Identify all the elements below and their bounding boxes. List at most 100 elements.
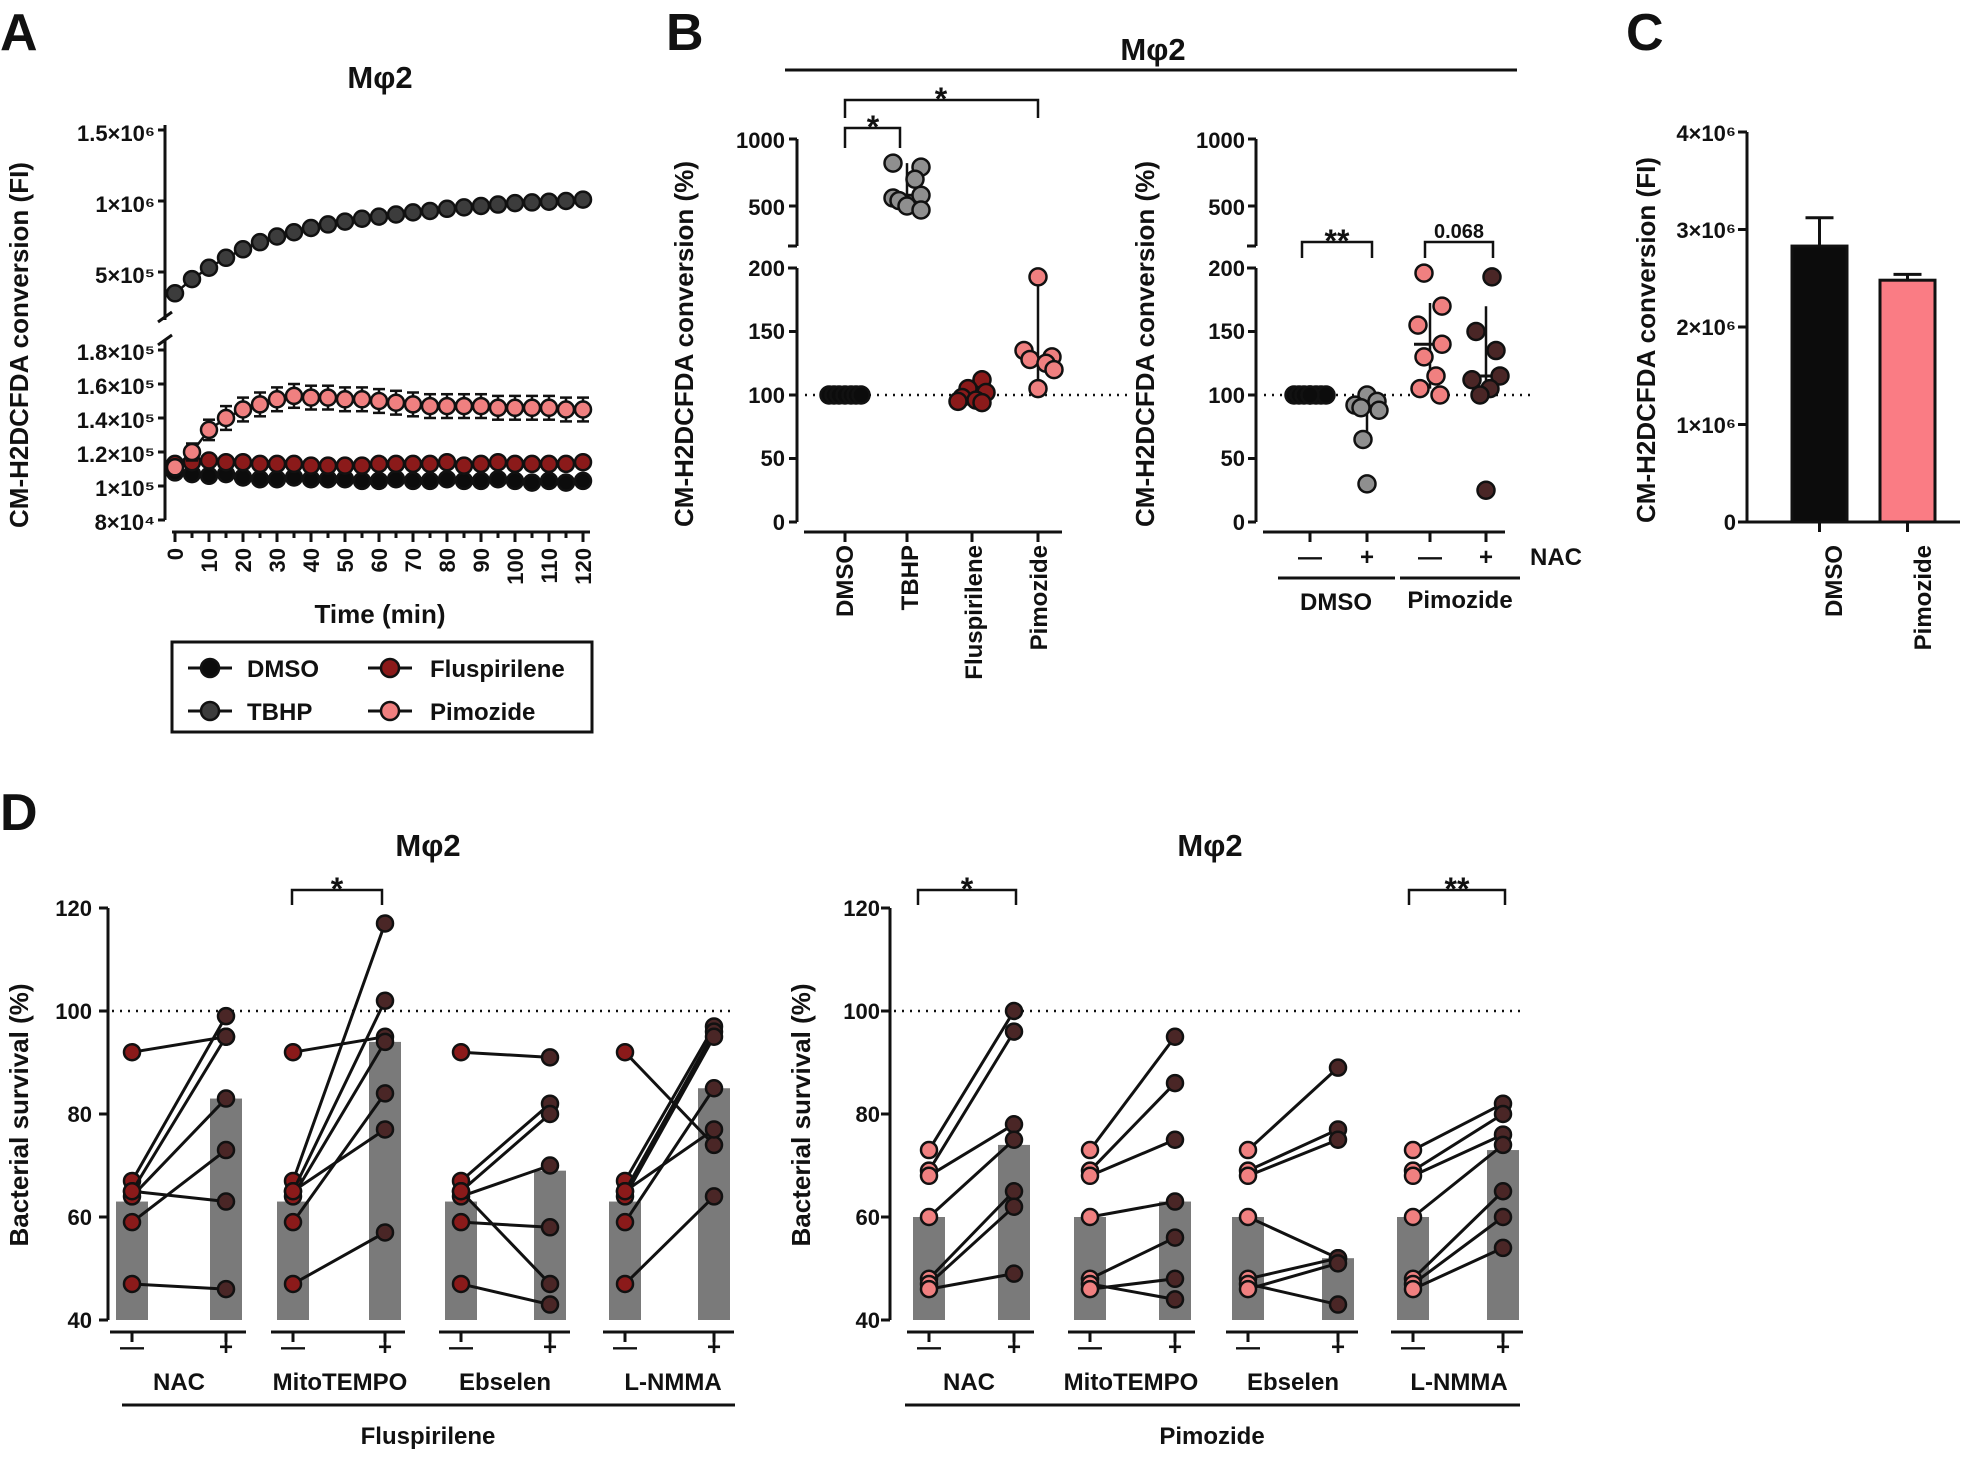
- d-right-point-plus: [1493, 1135, 1513, 1155]
- legend-label-tbhp: TBHP: [247, 699, 312, 726]
- d-left-mean-bar: [369, 1041, 401, 1320]
- a-point-dmso: [505, 471, 525, 491]
- b-right-point-dmso: [1357, 474, 1377, 494]
- d-right-pair-line: [928, 1272, 1015, 1291]
- d-right-pair-line: [1089, 1236, 1176, 1281]
- d-right-point-minus: [919, 1140, 939, 1160]
- d-left-point-plus: [704, 1135, 724, 1155]
- d-minus: —: [120, 1334, 144, 1361]
- a-axis-break: [157, 333, 173, 347]
- a-point-pimozide: [335, 390, 355, 409]
- d-right-pair-line: [1411, 1190, 1505, 1280]
- d-left-pair-line: [460, 1220, 551, 1229]
- d-treatment-lnmma: L-NMMA: [624, 1369, 721, 1396]
- a-point-fluspirilene: [267, 454, 287, 474]
- b-left-point-pimozide: [1044, 359, 1064, 380]
- legend-marker-dmso: [199, 657, 221, 679]
- panel-b-plot: [788, 137, 1530, 542]
- panel-d-right-title: Mφ2: [1177, 828, 1242, 863]
- b2-group-dmso: DMSO: [1300, 589, 1372, 616]
- d-left-point-minus: [283, 1182, 303, 1201]
- panel-b-right-ylabel: CM-H2DCFDA conversion (%): [1130, 161, 1160, 527]
- d-left-mean-bar: [534, 1170, 566, 1320]
- d-left-point-plus: [540, 1156, 560, 1175]
- d-right-pair-line: [927, 1138, 1016, 1219]
- b-ytick: 200: [748, 256, 785, 281]
- a-point-fluspirilene: [403, 454, 423, 474]
- d-right-point-minus: [1403, 1207, 1423, 1227]
- d-right-point-minus: [1403, 1279, 1423, 1299]
- d-right-xlabels: — + — + — + — + NAC MitoTEMPO Ebselen L-…: [905, 1334, 1520, 1450]
- d-right-pair-line: [1412, 1102, 1504, 1152]
- legend-marker-pimozide: [379, 700, 401, 722]
- a-point-pimozide: [386, 393, 406, 412]
- d-plus: +: [378, 1334, 392, 1361]
- d-right-point-plus: [1165, 1228, 1185, 1247]
- b-cat-dmso: DMSO: [832, 545, 859, 617]
- d-left-point-minus: [122, 1212, 142, 1232]
- d-right-pair-line: [927, 1190, 1016, 1280]
- panel-a-title: Mφ2: [347, 60, 412, 95]
- b-ytick: 0: [773, 510, 785, 535]
- b-right-point-pimozide: [1432, 334, 1452, 354]
- b-right-point-pimozide: [1414, 263, 1434, 283]
- d-left-point-plus: [375, 1084, 395, 1103]
- d-plus: +: [707, 1334, 721, 1361]
- b-ytick: 50: [761, 446, 785, 471]
- a-point-pimozide: [250, 395, 270, 414]
- a-point-tbhp: [420, 201, 440, 221]
- a-xtick-label: 100: [503, 548, 528, 585]
- panel-letter-b: B: [666, 4, 704, 62]
- d-right-mean-bar: [1487, 1150, 1519, 1320]
- d-left-pair-line: [291, 1000, 387, 1192]
- d-left-point-plus: [540, 1048, 560, 1067]
- b2-minus-dmso: —: [1298, 544, 1322, 571]
- d-right-drug: Pimozide: [1159, 1423, 1264, 1450]
- a-point-tbhp: [335, 212, 355, 231]
- a-point-tbhp: [403, 203, 423, 222]
- d-ytick: 60: [68, 1205, 92, 1230]
- b-sig-bracket-tbhp: [843, 126, 902, 148]
- d-right-point-minus: [919, 1279, 939, 1299]
- b-right-point-pimozide: [1486, 340, 1506, 361]
- d-left-sig-mito: *: [331, 871, 344, 907]
- d2-ytick: 100: [843, 999, 880, 1024]
- a-axis-break: [157, 310, 173, 324]
- a-xtick-label: 120: [571, 548, 596, 585]
- a-point-pimozide: [284, 386, 304, 406]
- d-left-pair-line: [131, 1282, 227, 1291]
- b2-nac-label: NAC: [1530, 544, 1582, 571]
- a-point-dmso: [437, 469, 457, 489]
- a-point-fluspirilene: [471, 454, 491, 474]
- b-cat-tbhp: TBHP: [897, 545, 924, 610]
- b-right-point-dmso: [1353, 429, 1373, 450]
- d-right-point-plus: [1493, 1182, 1513, 1201]
- a-point-fluspirilene: [522, 454, 542, 474]
- d2-treatment-ebselen: Ebselen: [1247, 1369, 1339, 1396]
- c-bar-dmso: [1790, 244, 1849, 524]
- b-right-point-pimozide: [1414, 347, 1434, 367]
- a-point-tbhp: [471, 196, 491, 216]
- d-right-yticks: 40 60 80 100 120: [843, 896, 880, 1333]
- d-right-pair-line: [1247, 1261, 1339, 1291]
- b-left-point-dmso: [851, 385, 871, 405]
- d-right-point-plus: [1328, 1130, 1348, 1149]
- b-left-point-tbhp: [883, 153, 903, 173]
- d-right-pair-line: [1412, 1246, 1504, 1291]
- b2-ytick: 1000: [1196, 128, 1245, 153]
- a-point-tbhp: [488, 195, 508, 214]
- a-xtick-label: 110: [537, 548, 562, 584]
- b-right-point-pimozide: [1470, 385, 1490, 405]
- a-point-dmso: [233, 468, 253, 487]
- d-left-point-plus: [704, 1120, 724, 1139]
- d-left-point-minus: [451, 1274, 471, 1294]
- a-point-fluspirilene: [386, 454, 406, 474]
- d-right-point-minus: [1238, 1140, 1258, 1160]
- b2-ytick: 150: [1208, 319, 1245, 344]
- d-left-pair-line: [623, 1051, 716, 1146]
- d-right-point-plus: [1004, 1130, 1024, 1149]
- panel-c-plot: [1738, 130, 1960, 532]
- a-xtick-label: 80: [435, 548, 460, 572]
- panel-b-title: Mφ2: [1120, 32, 1185, 67]
- a-point-pimozide: [165, 458, 185, 477]
